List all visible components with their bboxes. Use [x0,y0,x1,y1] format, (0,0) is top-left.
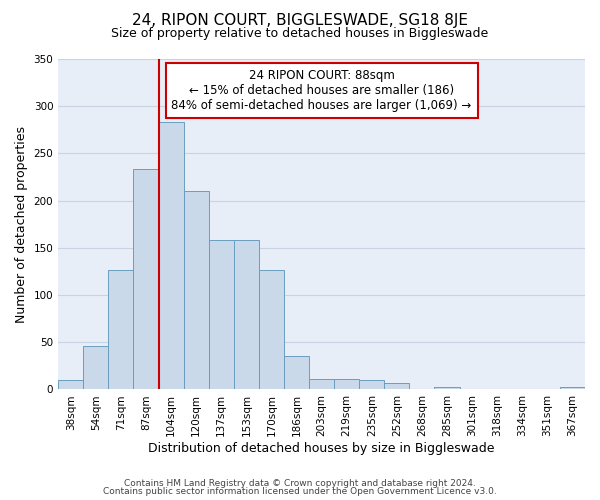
Bar [284,356,309,390]
X-axis label: Distribution of detached houses by size in Biggleswade: Distribution of detached houses by size … [148,442,495,455]
Bar [133,170,158,390]
Bar [385,383,409,390]
Bar [109,270,133,390]
Bar [359,380,385,390]
Y-axis label: Number of detached properties: Number of detached properties [15,126,28,322]
Text: Contains public sector information licensed under the Open Government Licence v3: Contains public sector information licen… [103,487,497,496]
Bar [309,379,334,390]
Bar [158,122,184,390]
Text: Contains HM Land Registry data © Crown copyright and database right 2024.: Contains HM Land Registry data © Crown c… [124,478,476,488]
Bar [234,240,259,390]
Text: 24 RIPON COURT: 88sqm
← 15% of detached houses are smaller (186)
84% of semi-det: 24 RIPON COURT: 88sqm ← 15% of detached … [172,69,472,112]
Bar [259,270,284,390]
Bar [58,380,83,390]
Text: 24, RIPON COURT, BIGGLESWADE, SG18 8JE: 24, RIPON COURT, BIGGLESWADE, SG18 8JE [132,12,468,28]
Bar [184,191,209,390]
Bar [334,379,359,390]
Bar [209,240,234,390]
Text: Size of property relative to detached houses in Biggleswade: Size of property relative to detached ho… [112,28,488,40]
Bar [434,386,460,390]
Bar [560,386,585,390]
Bar [83,346,109,390]
